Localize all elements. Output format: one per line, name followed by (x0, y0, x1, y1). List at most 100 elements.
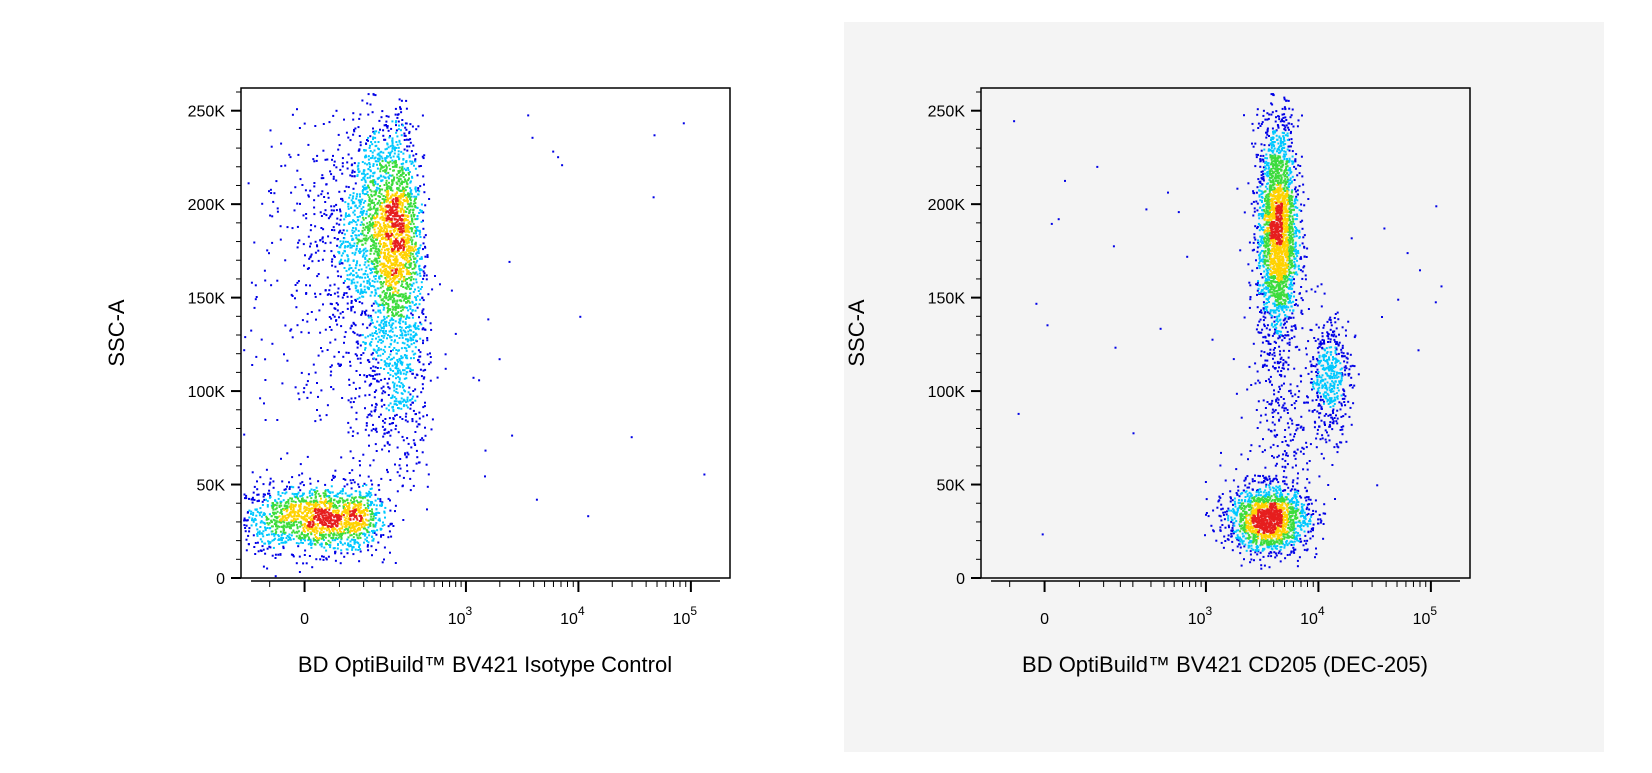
scatter-point (344, 279, 346, 282)
scatter-point (335, 166, 338, 169)
scatter-point (350, 300, 353, 302)
scatter-point (260, 520, 263, 523)
scatter-point (286, 452, 289, 455)
scatter-point (301, 523, 304, 526)
scatter-point (250, 524, 253, 527)
scatter-point (385, 294, 387, 297)
scatter-point (368, 324, 371, 327)
scatter-point (277, 534, 280, 537)
scatter-point (380, 262, 383, 265)
scatter-point (384, 292, 387, 295)
scatter-point (408, 255, 411, 258)
scatter-point (377, 497, 379, 500)
scatter-point (360, 516, 363, 519)
scatter-point (365, 484, 368, 487)
scatter-point (394, 192, 397, 195)
scatter-point (384, 148, 387, 151)
scatter-point (407, 330, 410, 333)
scatter-point (372, 515, 375, 518)
scatter-point (376, 183, 379, 186)
scatter-point (315, 527, 318, 530)
scatter-point (342, 355, 345, 358)
scatter-point (383, 273, 386, 276)
scatter-point (392, 409, 395, 411)
scatter-point (387, 151, 390, 154)
scatter-point (413, 195, 416, 198)
scatter-point (358, 301, 361, 303)
scatter-point (370, 304, 373, 307)
scatter-point (359, 141, 362, 144)
scatter-point (414, 243, 417, 246)
scatter-point (340, 537, 343, 540)
scatter-point (406, 340, 409, 343)
scatter-point (366, 186, 369, 189)
scatter-point (342, 252, 345, 255)
scatter-point (422, 242, 425, 245)
scatter-point (272, 502, 274, 505)
scatter-point (336, 270, 339, 273)
scatter-point (377, 141, 380, 143)
scatter-point (352, 536, 355, 539)
scatter-point (314, 515, 317, 517)
scatter-point (415, 226, 418, 229)
scatter-point (353, 242, 356, 245)
scatter-point (362, 533, 365, 536)
scatter-point (374, 288, 377, 291)
scatter-point (330, 250, 333, 253)
scatter-point (289, 536, 292, 539)
scatter-point (342, 488, 344, 491)
scatter-point (360, 532, 363, 535)
scatter-point (370, 487, 373, 490)
scatter-point (1204, 481, 1207, 483)
scatter-point (385, 292, 388, 295)
scatter-point (381, 218, 384, 221)
scatter-point (369, 344, 372, 347)
scatter-point (314, 295, 317, 298)
scatter-point (391, 199, 394, 202)
scatter-point (386, 197, 389, 200)
scatter-point (330, 370, 333, 373)
scatter-point (353, 496, 356, 499)
scatter-point (396, 113, 399, 116)
scatter-point (298, 515, 300, 518)
scatter-point (286, 505, 289, 508)
scatter-point (314, 527, 317, 530)
scatter-point (404, 323, 407, 325)
scatter-point (310, 507, 313, 510)
scatter-point (378, 204, 381, 207)
scatter-point (1219, 464, 1222, 467)
scatter-point (257, 493, 260, 496)
scatter-point (319, 531, 322, 534)
scatter-point (426, 508, 428, 511)
scatter-point (374, 221, 377, 223)
scatter-point (296, 518, 299, 520)
scatter-point (264, 529, 267, 532)
scatter-point (399, 233, 402, 236)
scatter-point (394, 149, 396, 152)
scatter-point (321, 190, 324, 193)
scatter-point (386, 471, 389, 474)
scatter-point (376, 260, 379, 263)
scatter-point (376, 214, 378, 217)
scatter-point (313, 185, 316, 188)
scatter-point (386, 289, 389, 292)
scatter-point (354, 221, 357, 224)
scatter-point (388, 335, 391, 338)
scatter-point (405, 356, 407, 359)
scatter-point (363, 162, 366, 165)
scatter-point (412, 202, 415, 205)
scatter-point (408, 252, 411, 254)
scatter-point (414, 352, 417, 355)
scatter-point (422, 377, 425, 380)
scatter-point (389, 152, 392, 155)
scatter-point (333, 547, 336, 550)
scatter-point (368, 393, 371, 396)
scatter-point (357, 162, 360, 165)
scatter-point (342, 507, 345, 509)
scatter-point (414, 288, 416, 291)
scatter-point (390, 324, 393, 327)
scatter-point (368, 444, 370, 447)
scatter-point (345, 517, 348, 520)
scatter-point (259, 526, 262, 528)
scatter-point (307, 267, 310, 270)
